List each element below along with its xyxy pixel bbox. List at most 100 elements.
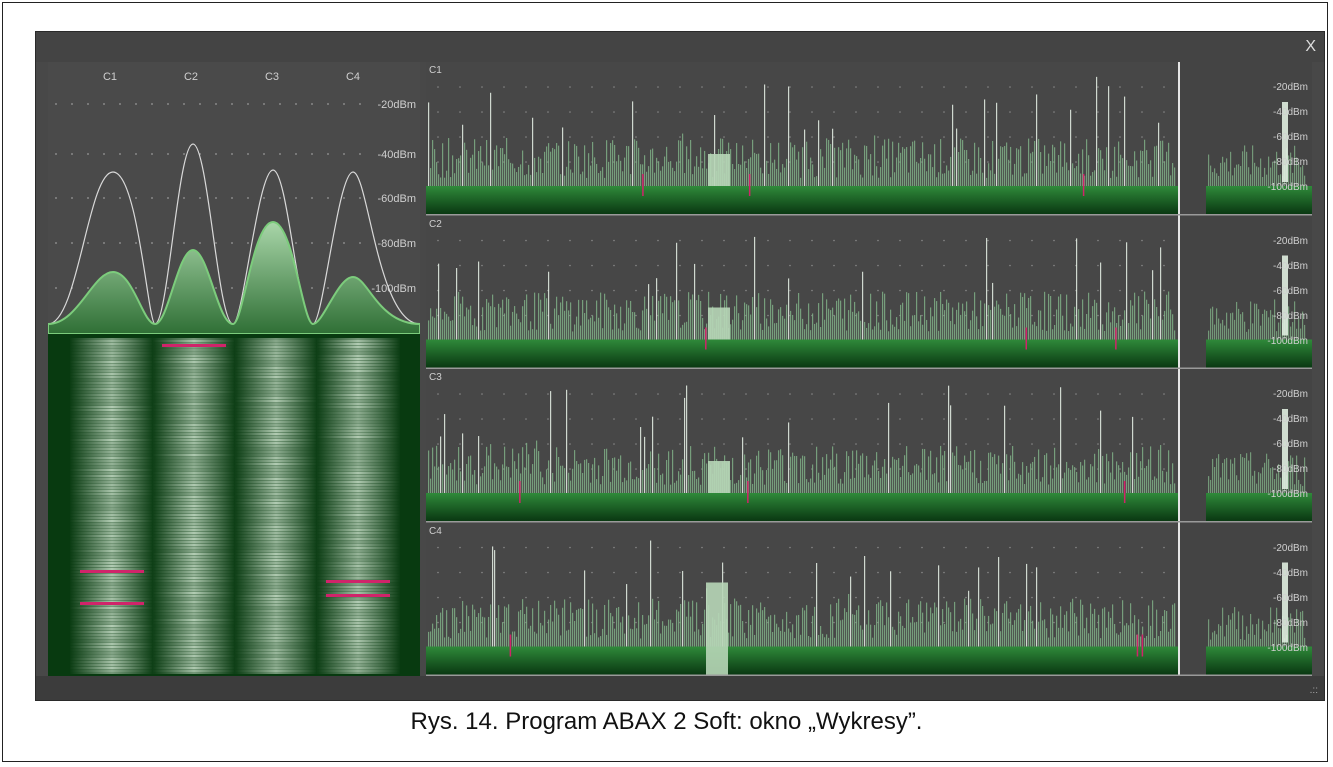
signal-bar <box>596 163 598 186</box>
signal-bar <box>694 166 696 186</box>
signal-bar <box>1156 478 1158 493</box>
signal-bar <box>596 300 598 340</box>
grid-dot <box>1053 571 1055 574</box>
signal-bar <box>982 172 984 186</box>
grid-dot <box>811 86 813 88</box>
waterfall-line <box>316 493 400 495</box>
waterfall-line <box>152 649 236 651</box>
waterfall-line <box>316 547 400 549</box>
grid-dot <box>119 103 121 105</box>
signal-bar <box>840 478 842 493</box>
signal-bar <box>776 168 778 186</box>
waterfall-line <box>70 619 154 621</box>
signal-bar <box>658 600 660 647</box>
current-bar <box>1260 325 1262 340</box>
signal-bar <box>626 145 628 186</box>
signal-bar <box>800 458 802 493</box>
grid-dot <box>899 136 901 138</box>
current-bar <box>1228 615 1230 647</box>
grid-dot <box>569 546 571 549</box>
grid-dot <box>745 86 747 88</box>
waterfall-line <box>316 667 400 669</box>
signal-bar <box>816 563 818 647</box>
waterfall-line <box>70 655 154 657</box>
resize-grip-icon[interactable]: .:: <box>1309 685 1318 696</box>
signal-bar <box>600 292 602 340</box>
grid-dot <box>987 86 989 88</box>
signal-bar <box>974 292 976 340</box>
signal-bar <box>964 455 966 493</box>
signal-bar <box>968 328 970 340</box>
signal-bar <box>908 172 910 186</box>
signal-bar <box>462 600 464 647</box>
signal-bar <box>594 321 596 340</box>
grid-dot <box>1075 443 1077 445</box>
signal-bar <box>434 149 436 186</box>
signal-bar <box>1076 238 1078 340</box>
signal-bar <box>908 599 910 647</box>
signal-bar <box>984 303 986 340</box>
signal-bar <box>658 300 660 340</box>
signal-bar <box>1060 606 1062 647</box>
signal-bar <box>992 282 994 340</box>
grid-dot <box>657 393 659 395</box>
grid-dot <box>679 264 681 267</box>
signal-bar <box>862 629 864 647</box>
grid-dot <box>767 86 769 88</box>
signal-bar <box>1066 162 1068 186</box>
grid-dot <box>855 86 857 88</box>
signal-bar <box>448 636 450 647</box>
grid-dot <box>965 289 967 292</box>
signal-bar <box>850 576 852 647</box>
signal-bar <box>1012 327 1014 340</box>
signal-bar <box>530 473 532 493</box>
signal-bar <box>1018 149 1020 186</box>
grid-dot <box>459 571 461 574</box>
current-bar <box>1228 171 1230 186</box>
signal-bar <box>1120 325 1122 340</box>
current-bar <box>1242 151 1244 186</box>
grid-dot <box>591 111 593 113</box>
close-button[interactable]: X <box>1305 38 1316 55</box>
waterfall-line <box>234 532 318 534</box>
signal-bar <box>536 329 538 340</box>
signal-bar <box>1158 122 1160 186</box>
alarm-line <box>80 570 144 573</box>
signal-bar <box>840 150 842 186</box>
signal-bar <box>730 324 732 340</box>
signal-bar <box>836 177 838 186</box>
signal-block <box>706 582 728 675</box>
grid-dot <box>745 289 747 292</box>
signal-bar <box>994 306 996 340</box>
grid-dot <box>525 393 527 395</box>
grid-dot <box>987 239 989 242</box>
signal-floor <box>426 186 1178 214</box>
grid-dot <box>679 393 681 395</box>
signal-bar <box>696 479 698 493</box>
signal-bar <box>812 164 814 186</box>
signal-bar <box>476 168 478 186</box>
alarm-line <box>162 344 226 347</box>
grid-dot <box>987 161 989 163</box>
waterfall-line <box>234 526 318 528</box>
signal-bar <box>986 177 988 186</box>
grid-dot <box>1075 596 1077 599</box>
waterfall-line <box>234 499 318 501</box>
signal-bar <box>646 171 648 186</box>
signal-bar <box>980 158 982 186</box>
grid-dot <box>1163 546 1165 549</box>
signal-bar <box>610 309 612 340</box>
waterfall-line <box>316 475 400 477</box>
signal-bar <box>922 612 924 647</box>
grid-dot <box>1009 239 1011 242</box>
signal-bar <box>954 324 956 340</box>
signal-bar <box>788 422 790 493</box>
signal-bar <box>472 154 474 186</box>
signal-bar <box>884 293 886 340</box>
signal-bar <box>936 301 938 340</box>
grid-dot <box>613 571 615 574</box>
grid-dot <box>437 571 439 574</box>
waterfall-line <box>234 409 318 411</box>
signal-bar <box>916 463 918 493</box>
grid-dot <box>231 197 233 199</box>
